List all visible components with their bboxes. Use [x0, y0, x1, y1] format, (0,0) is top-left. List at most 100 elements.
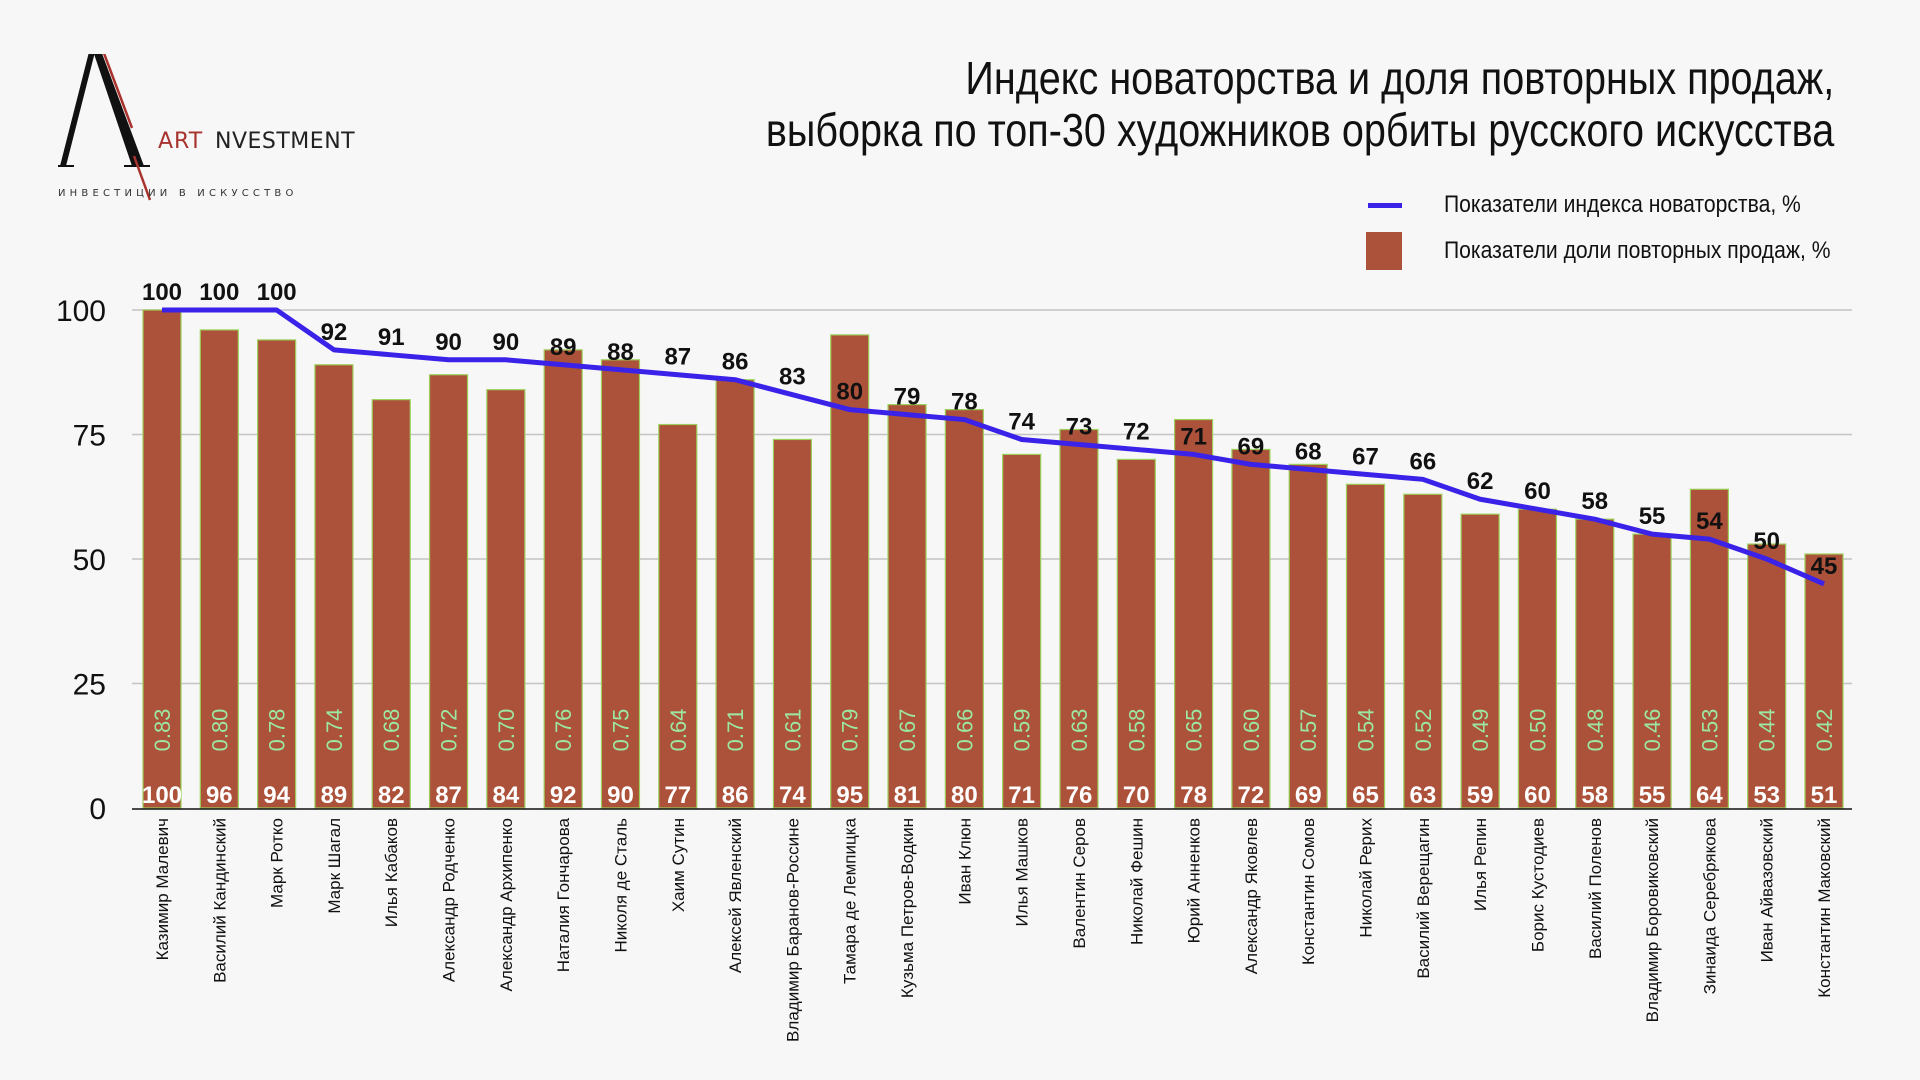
ratio-label: 0.75 — [608, 709, 633, 752]
x-tick-label: Иван Клюн — [955, 818, 974, 905]
bar-value-label: 82 — [378, 782, 405, 809]
line-value-label: 66 — [1409, 448, 1436, 475]
line-value-label: 60 — [1524, 478, 1551, 505]
bar-value-label: 92 — [550, 782, 577, 809]
bar — [944, 409, 984, 809]
bar — [1632, 533, 1672, 809]
ratio-label: 0.61 — [780, 709, 805, 752]
x-tick-label: Илья Кабаков — [382, 818, 401, 927]
bar-value-label: 84 — [493, 782, 520, 809]
line-value-label: 71 — [1180, 423, 1207, 450]
ratio-label: 0.71 — [723, 709, 748, 752]
bar — [1116, 458, 1156, 809]
bar — [257, 339, 297, 809]
line-value-label: 87 — [664, 344, 691, 371]
line-value-label: 74 — [1008, 408, 1035, 435]
innovation-line — [162, 307, 1825, 587]
bar-value-label: 64 — [1696, 782, 1723, 809]
x-tick-label: Тамара де Лемпицка — [841, 817, 860, 983]
x-tick-label: Илья Репин — [1471, 818, 1490, 911]
x-tick-label: Зинаида Серебрякова — [1700, 817, 1719, 994]
bar-value-label: 51 — [1811, 782, 1838, 809]
bar — [142, 309, 182, 809]
bar — [600, 359, 641, 809]
bar-value-label: 90 — [607, 782, 634, 809]
line-value-label: 58 — [1581, 488, 1608, 515]
ratio-label: 0.53 — [1697, 709, 1722, 752]
bar — [1288, 463, 1328, 809]
line-value-label: 54 — [1696, 508, 1723, 535]
line-value-label: 67 — [1352, 443, 1379, 470]
bar-value-label: 89 — [321, 782, 348, 809]
bar-value-label: 81 — [894, 782, 921, 809]
bar — [1059, 428, 1099, 809]
bar — [1804, 553, 1844, 809]
bar-value-label: 77 — [664, 782, 691, 809]
x-tick-label: Александр Архипенко — [497, 818, 516, 992]
x-tick-label: Александр Яковлев — [1242, 818, 1261, 974]
x-tick-label: Василий Верещагин — [1414, 818, 1433, 979]
legend: Показатели индекса новаторства, % Показа… — [1366, 182, 1883, 274]
bar — [1747, 543, 1787, 809]
bar-value-label: 71 — [1008, 782, 1035, 809]
bar — [1345, 483, 1386, 809]
x-tick-label: Николай Фешин — [1127, 818, 1146, 945]
ratio-label: 0.58 — [1124, 709, 1149, 752]
bar — [772, 438, 813, 809]
ratio-label: 0.46 — [1640, 709, 1665, 752]
y-tick-label: 100 — [56, 295, 106, 328]
bar — [1002, 453, 1042, 809]
logo-tagline: ИНВЕСТИЦИИ В ИСКУССТВО — [58, 188, 298, 199]
bar-value-label: 80 — [951, 782, 978, 809]
bar — [1231, 448, 1271, 809]
bar-value-label: 60 — [1524, 782, 1551, 809]
bar-value-label: 78 — [1180, 782, 1207, 809]
line-value-label: 55 — [1639, 503, 1666, 530]
ratio-label: 0.74 — [322, 709, 347, 752]
ratio-label: 0.48 — [1583, 709, 1608, 752]
x-tick-label: Казимир Малевич — [153, 818, 172, 960]
ratio-label: 0.79 — [838, 709, 863, 752]
x-tick-label: Николя де Сталь — [611, 818, 630, 953]
ratio-label: 0.67 — [895, 709, 920, 752]
legend-line-label: Показатели индекса новаторства, % — [1444, 191, 1801, 218]
bar-value-label: 53 — [1753, 782, 1780, 809]
legend-item-bar: Показатели доли повторных продаж, % — [1366, 228, 1883, 274]
line-value-label: 92 — [321, 319, 348, 346]
ratio-label: 0.65 — [1182, 709, 1207, 752]
ratio-label: 0.49 — [1468, 709, 1493, 752]
x-tick-label: Владимир Баранов-Россине — [783, 818, 802, 1042]
bar-value-label: 95 — [836, 782, 863, 809]
ratio-label: 0.70 — [494, 709, 519, 752]
bar — [658, 423, 698, 809]
logo-a-icon — [58, 54, 152, 201]
bar — [486, 389, 526, 809]
y-tick-label: 50 — [73, 544, 106, 577]
x-tick-label: Александр Родченко — [440, 818, 459, 982]
bar-value-label: 86 — [722, 782, 749, 809]
logo-investment-text: NVESTMENT — [215, 129, 356, 154]
x-tick-label: Константин Маковский — [1815, 818, 1834, 998]
ratio-label: 0.78 — [265, 709, 290, 752]
line-value-label: 78 — [951, 389, 978, 416]
x-tick-label: Борис Кустодиев — [1528, 818, 1547, 952]
bar-value-label: 59 — [1467, 782, 1494, 809]
bar — [887, 404, 927, 809]
bar-value-label: 76 — [1066, 782, 1093, 809]
line-value-label: 90 — [435, 329, 462, 356]
bar-value-label: 87 — [435, 782, 462, 809]
chart-title-line1: Индекс новаторства и доля повторных прод… — [965, 52, 1834, 104]
x-tick-label: Марк Шагал — [325, 818, 344, 914]
bar — [371, 399, 411, 809]
y-tick-label: 25 — [73, 669, 106, 702]
ratio-label: 0.76 — [551, 709, 576, 752]
legend-line-swatch-icon — [1368, 202, 1402, 208]
y-tick-label: 75 — [73, 420, 106, 453]
bar — [1173, 418, 1214, 809]
bar — [543, 349, 583, 809]
line-value-label: 83 — [779, 364, 806, 391]
y-tick-label: 0 — [89, 793, 106, 826]
ratio-label: 0.44 — [1755, 709, 1780, 752]
line-value-label: 89 — [550, 334, 577, 361]
